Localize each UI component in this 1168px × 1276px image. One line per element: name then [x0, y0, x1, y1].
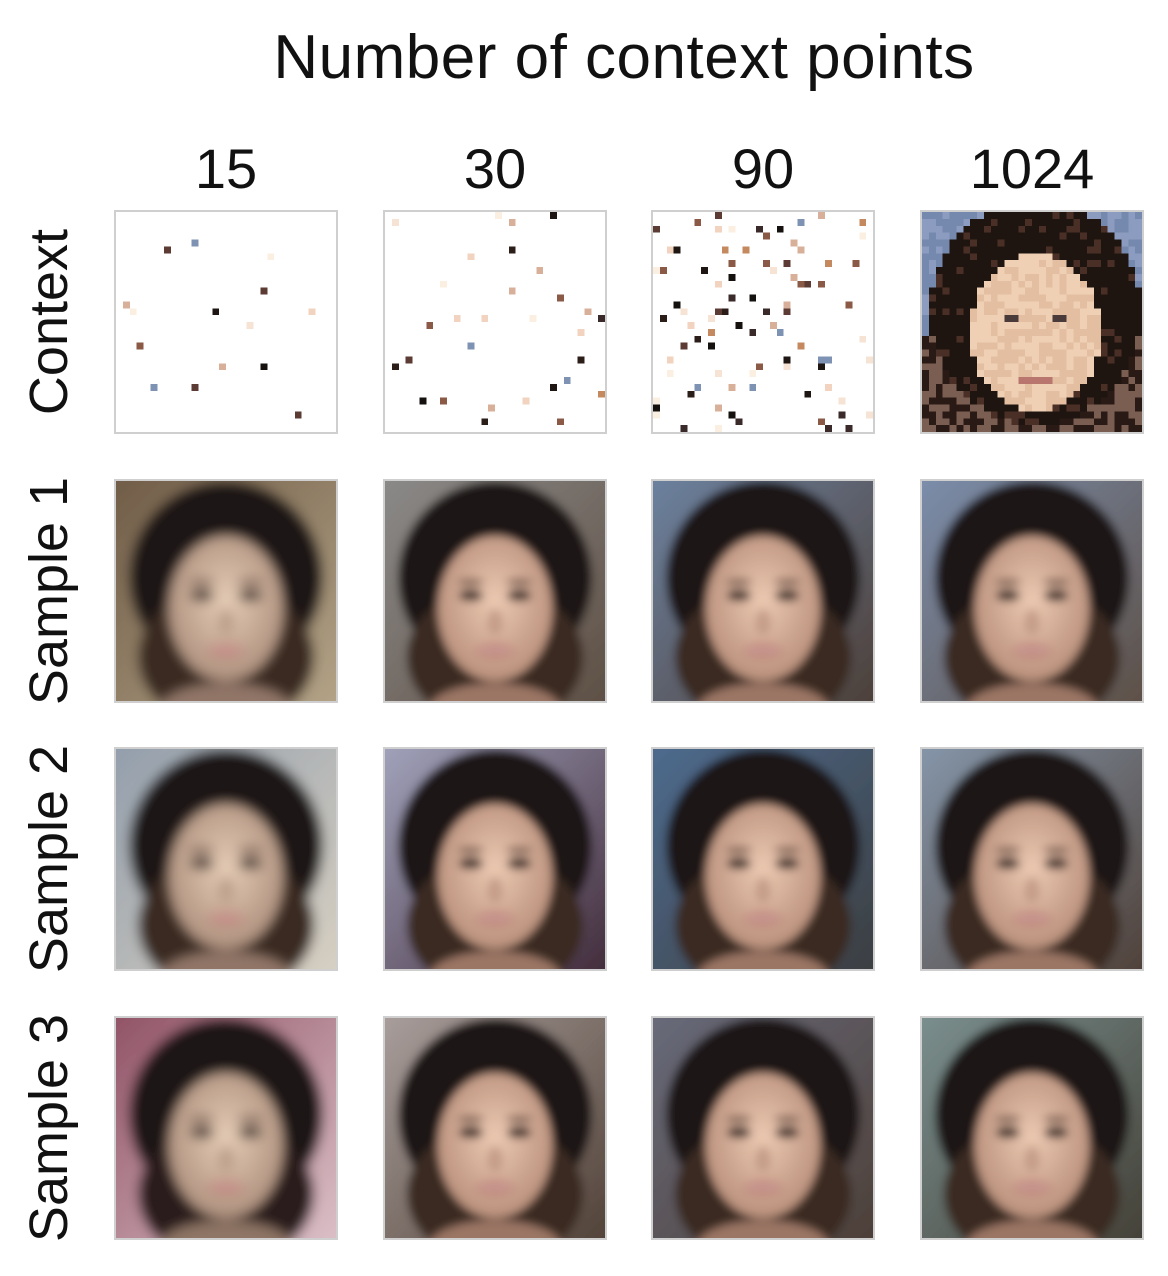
figure-title: Number of context points: [273, 23, 975, 92]
sample-1-image-30: [383, 479, 607, 703]
sample-1-image-15: [114, 479, 338, 703]
context-image-15: [114, 210, 338, 434]
sample-3-image-90: [651, 1016, 875, 1240]
sample-2-image-90: [651, 747, 875, 971]
context-image-90: [651, 210, 875, 434]
context-image-30: [383, 210, 607, 434]
column-label-90: 90: [731, 137, 795, 200]
sample-2-image-1024: [920, 747, 1144, 971]
row-label-sample-1: Sample 1: [19, 476, 79, 706]
sample-2-image-30: [383, 747, 607, 971]
sample-1-image-90: [651, 479, 875, 703]
row-label-sample-2: Sample 2: [19, 744, 79, 974]
row-label-sample-3: Sample 3: [19, 1013, 79, 1243]
sample-1-image-1024: [920, 479, 1144, 703]
sample-3-image-30: [383, 1016, 607, 1240]
sample-3-image-15: [114, 1016, 338, 1240]
context-image-1024: [920, 210, 1144, 434]
sample-2-image-15: [114, 747, 338, 971]
column-label-15: 15: [194, 137, 258, 200]
column-label-30: 30: [463, 137, 527, 200]
row-label-context: Context: [19, 228, 79, 416]
column-label-1024: 1024: [969, 137, 1095, 200]
sample-3-image-1024: [920, 1016, 1144, 1240]
